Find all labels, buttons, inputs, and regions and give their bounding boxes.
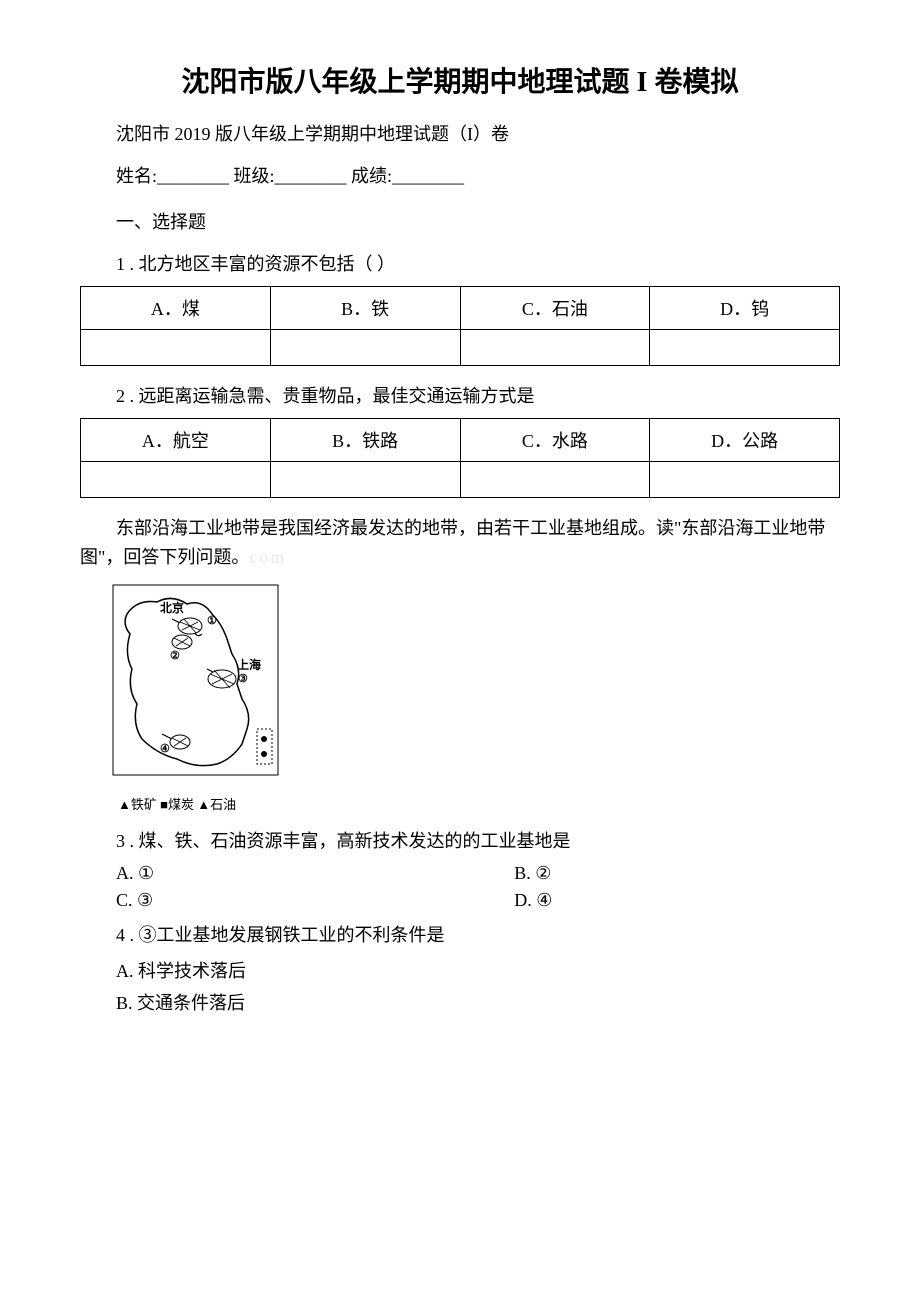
label-circle-3: ③ bbox=[238, 673, 248, 685]
question-3-options-row1: A. ① B. ② bbox=[116, 863, 840, 884]
option-d: D. ④ bbox=[514, 890, 840, 911]
question-2-text: 2 . 远距离运输急需、贵重物品，最佳交通运输方式是 bbox=[80, 382, 840, 408]
option-a: A. 科学技术落后 bbox=[116, 957, 840, 983]
option-cell: D．公路 bbox=[650, 419, 840, 462]
label-circle-1: ① bbox=[207, 615, 217, 627]
option-b: B. ② bbox=[514, 863, 840, 884]
empty-cell bbox=[81, 330, 271, 366]
option-b: B. 交通条件落后 bbox=[116, 989, 840, 1015]
label-beijing: 北京 bbox=[160, 600, 184, 615]
option-cell: B．铁路 bbox=[270, 419, 460, 462]
question-1-options-table: A．煤 B．铁 C．石油 D．钨 bbox=[80, 286, 840, 366]
question-3-text: 3 . 煤、铁、石油资源丰富，高新技术发达的的工业基地是 bbox=[80, 827, 840, 853]
option-a: A. ① bbox=[116, 863, 514, 884]
passage-part2: 回答下列问题。 bbox=[123, 547, 249, 567]
table-row bbox=[81, 330, 840, 366]
option-c: C. ③ bbox=[116, 890, 514, 911]
question-2-options-table: A．航空 B．铁路 C．水路 D．公路 bbox=[80, 418, 840, 498]
question-3-options-row2: C. ③ D. ④ bbox=[116, 890, 840, 911]
label-shanghai: 上海 bbox=[237, 657, 261, 672]
empty-cell bbox=[650, 462, 840, 498]
option-cell: A．煤 bbox=[81, 287, 271, 330]
empty-cell bbox=[650, 330, 840, 366]
option-cell: B．铁 bbox=[270, 287, 460, 330]
option-cell: C．水路 bbox=[460, 419, 650, 462]
option-cell: D．钨 bbox=[650, 287, 840, 330]
label-circle-4: ④ bbox=[160, 743, 170, 755]
empty-cell bbox=[460, 462, 650, 498]
empty-cell bbox=[270, 462, 460, 498]
table-row: A．煤 B．铁 C．石油 D．钨 bbox=[81, 287, 840, 330]
page-title: 沈阳市版八年级上学期期中地理试题 I 卷模拟 bbox=[80, 60, 840, 100]
subtitle: 沈阳市 2019 版八年级上学期期中地理试题（I）卷 bbox=[80, 120, 840, 146]
figure-legend: ▲铁矿 ■煤炭 ▲石油 bbox=[118, 794, 840, 813]
map-svg: ① ② ③ ④ 北京 上海 bbox=[112, 584, 292, 794]
label-circle-2: ② bbox=[170, 650, 180, 662]
table-row bbox=[81, 462, 840, 498]
student-info-line: 姓名:________ 班级:________ 成绩:________ bbox=[80, 162, 840, 188]
empty-cell bbox=[460, 330, 650, 366]
question-4-text: 4 . ③工业基地发展钢铁工业的不利条件是 bbox=[80, 921, 840, 947]
option-cell: A．航空 bbox=[81, 419, 271, 462]
option-cell: C．石油 bbox=[460, 287, 650, 330]
empty-cell bbox=[81, 462, 271, 498]
watermark-text: com bbox=[249, 547, 286, 567]
empty-cell bbox=[270, 330, 460, 366]
table-row: A．航空 B．铁路 C．水路 D．公路 bbox=[81, 419, 840, 462]
question-1-text: 1 . 北方地区丰富的资源不包括（ ） bbox=[80, 250, 840, 276]
passage-text: 东部沿海工业地带是我国经济最发达的地带，由若干工业基地组成。读"东部沿海工业地带… bbox=[80, 514, 840, 572]
section-heading: 一、选择题 bbox=[80, 208, 840, 234]
map-figure: ① ② ③ ④ 北京 上海 ▲铁矿 ■煤炭 ▲石油 bbox=[112, 584, 840, 813]
